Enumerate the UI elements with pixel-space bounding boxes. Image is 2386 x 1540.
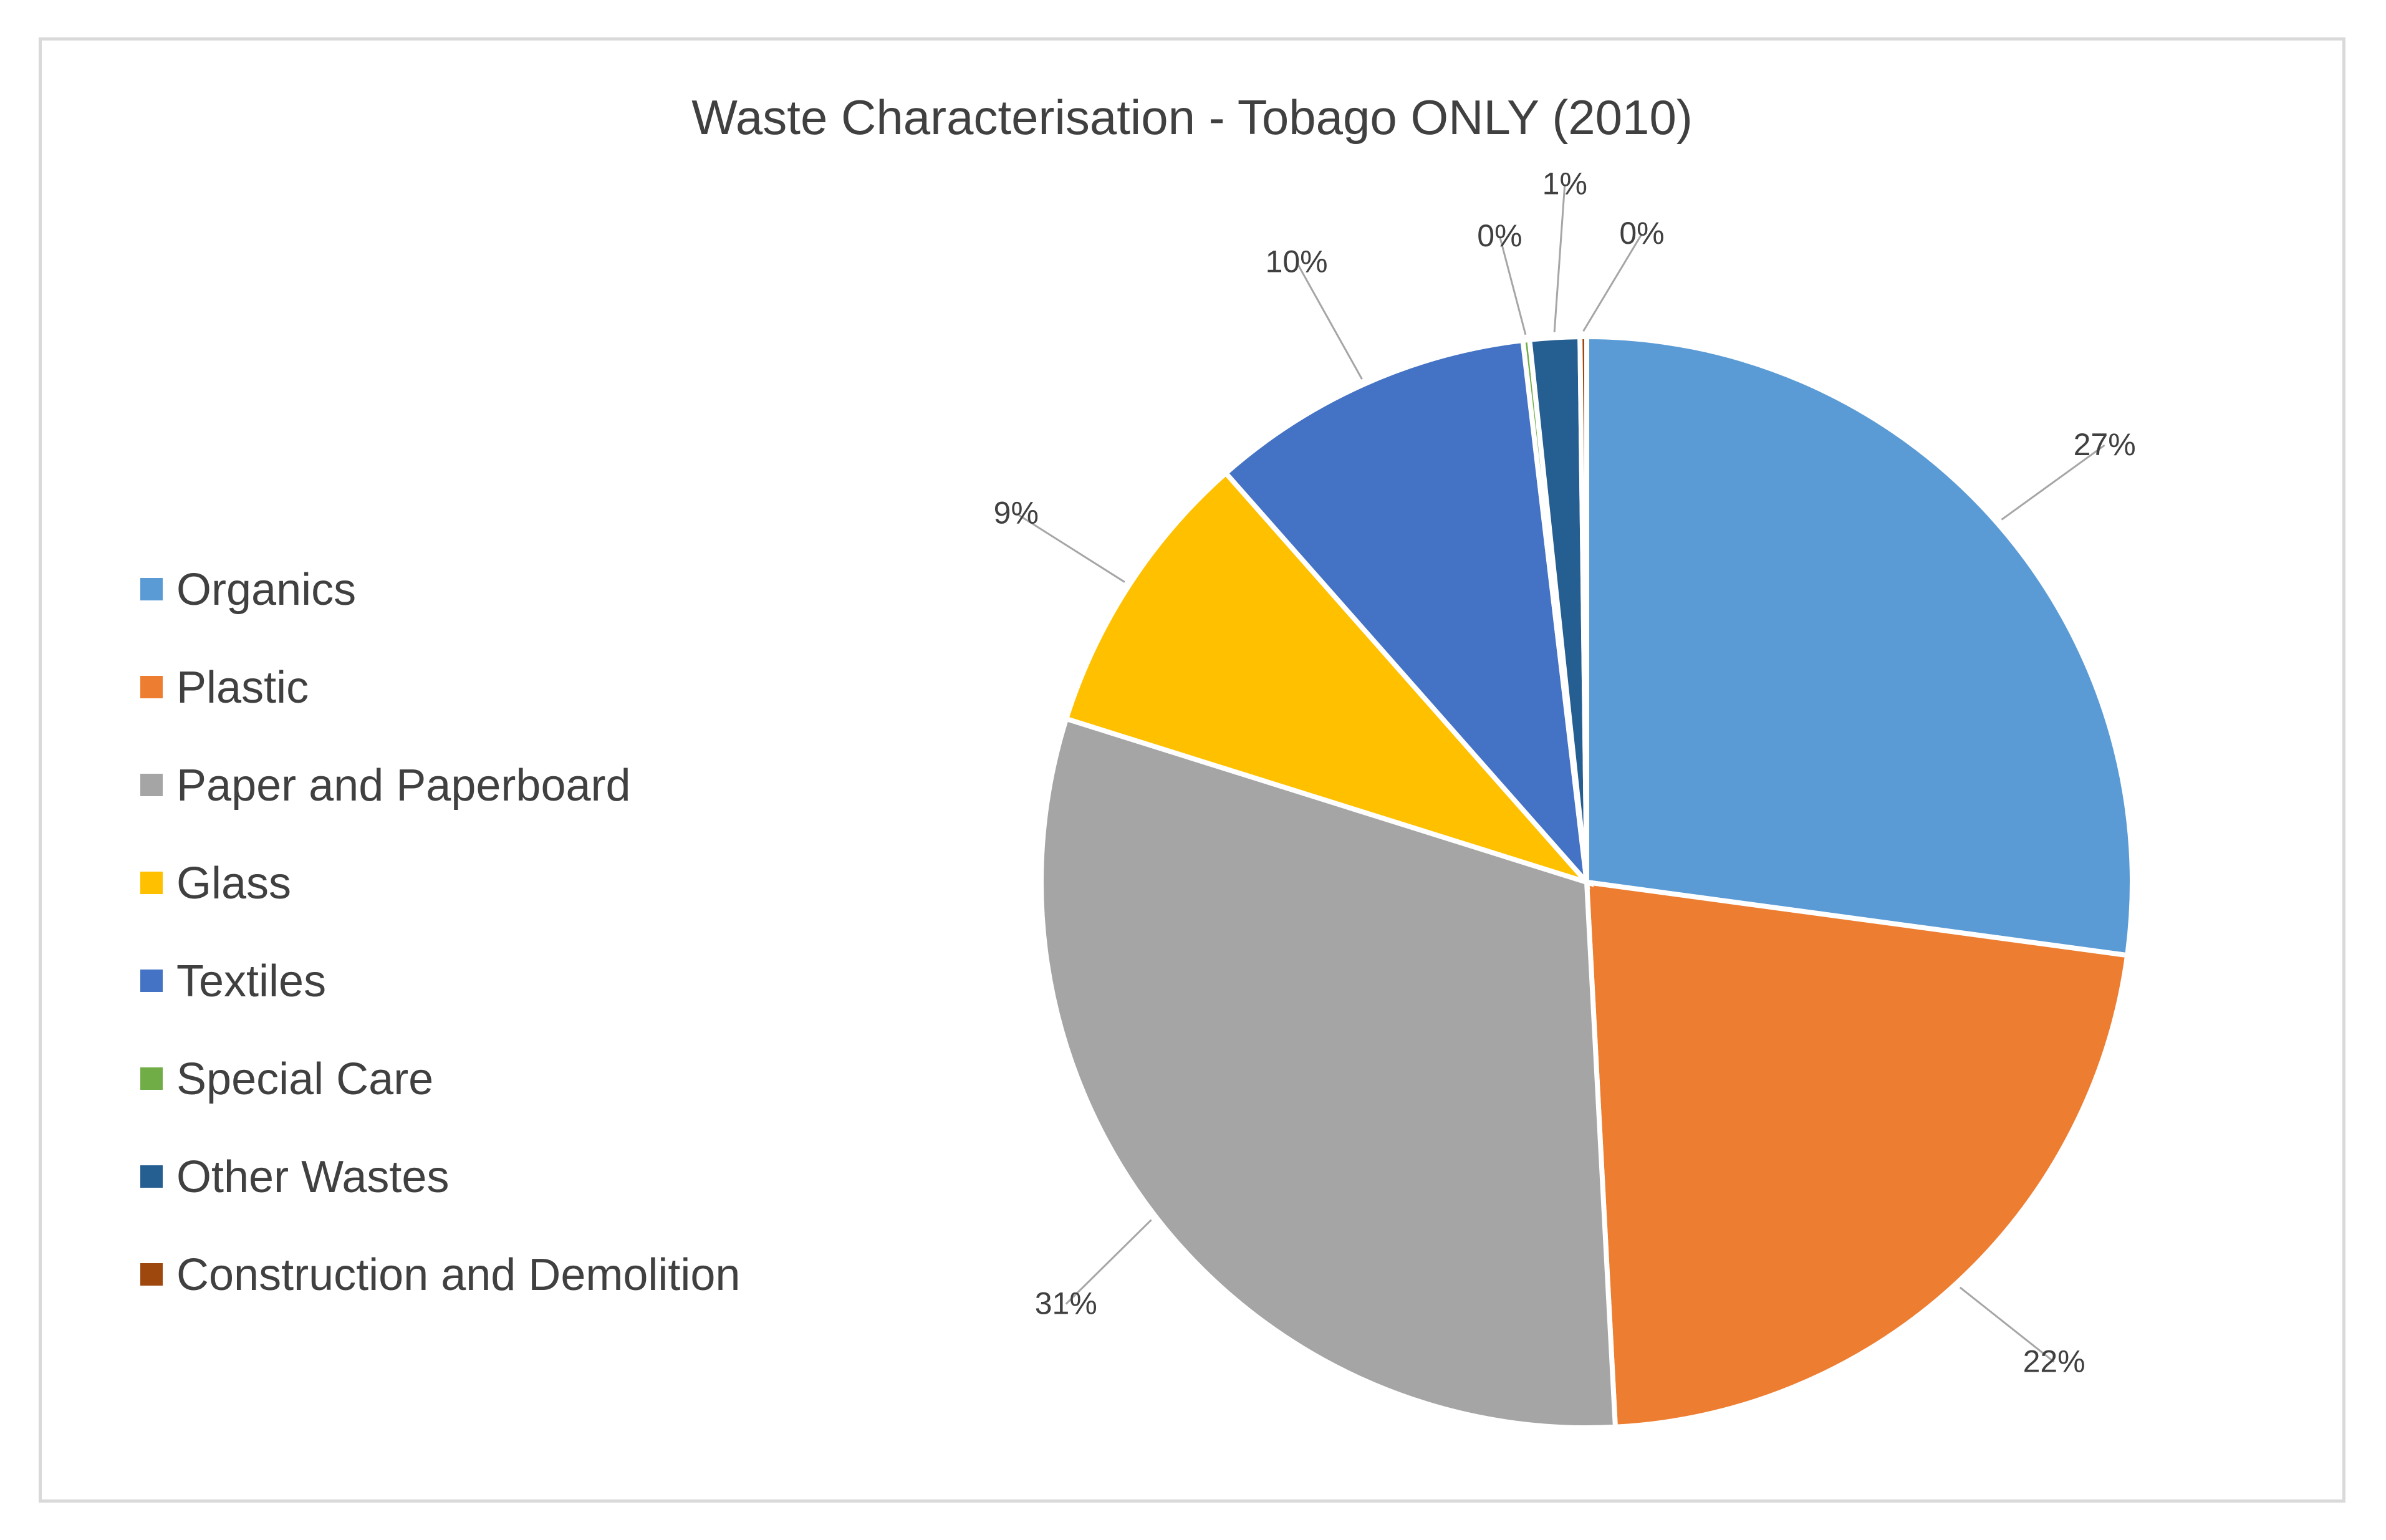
pie-slice-organics bbox=[1584, 334, 2135, 958]
legend-label-organics: Organics bbox=[176, 565, 356, 615]
pie-slice-textiles bbox=[1222, 337, 1590, 890]
leader-line-paper-and-paperboard bbox=[1065, 1219, 1152, 1305]
legend-swatch-glass bbox=[140, 872, 163, 894]
pie-slice-plastic bbox=[1584, 879, 2130, 1430]
data-label-paper-and-paperboard: 31% bbox=[1035, 1286, 1097, 1321]
legend-swatch-other-wastes bbox=[140, 1165, 163, 1188]
legend-label-special-care: Special Care bbox=[176, 1054, 433, 1104]
leader-line-construction-and-demolition bbox=[1582, 233, 1643, 332]
legend-swatch-construction-and-demolition bbox=[140, 1263, 163, 1286]
legend: Organics Plastic Paper and Paperboard Glass… bbox=[140, 565, 740, 1300]
leader-line-organics bbox=[2001, 444, 2105, 521]
data-label-construction-and-demolition: 0% bbox=[1619, 216, 1664, 251]
leader-line-glass bbox=[1016, 513, 1125, 583]
data-label-plastic: 22% bbox=[2023, 1344, 2085, 1379]
data-label-organics: 27% bbox=[2074, 427, 2136, 462]
data-labels: 27% 22% 31% 9% 10% 0% 1% 0% bbox=[994, 166, 2136, 1379]
legend-label-construction-and-demolition: Construction and Demolition bbox=[176, 1250, 740, 1300]
leader-line-special-care bbox=[1498, 236, 1527, 335]
data-label-glass: 9% bbox=[994, 495, 1039, 530]
legend-swatch-plastic bbox=[140, 676, 163, 698]
leader-line-plastic bbox=[1959, 1286, 2055, 1363]
chart-title: Waste Characterisation - Tobago ONLY (20… bbox=[691, 90, 1693, 145]
legend-swatch-special-care bbox=[140, 1067, 163, 1090]
legend-swatch-paper-and-paperboard bbox=[140, 774, 163, 796]
legend-label-glass: Glass bbox=[176, 859, 291, 908]
label-leader-lines bbox=[1016, 184, 2105, 1363]
legend-label-textiles: Textiles bbox=[176, 956, 326, 1006]
legend-swatch-textiles bbox=[140, 970, 163, 992]
legend-swatch-organics bbox=[140, 578, 163, 600]
legend-label-plastic: Plastic bbox=[176, 663, 309, 713]
legend-label-other-wastes: Other Wastes bbox=[176, 1152, 449, 1202]
legend-label-paper-and-paperboard: Paper and Paperboard bbox=[176, 761, 631, 811]
pie-slice-glass bbox=[1063, 469, 1595, 888]
data-label-other-wastes: 1% bbox=[1542, 166, 1587, 201]
data-label-textiles: 10% bbox=[1266, 244, 1328, 279]
pie-slices bbox=[1039, 334, 2135, 1430]
data-label-special-care: 0% bbox=[1477, 218, 1522, 253]
pie-slice-paper-and-paperboard bbox=[1039, 715, 1619, 1430]
leader-line-other-wastes bbox=[1553, 184, 1566, 332]
pie-slice-construction-and-demolition bbox=[1577, 334, 1589, 883]
leader-line-textiles bbox=[1296, 261, 1363, 380]
